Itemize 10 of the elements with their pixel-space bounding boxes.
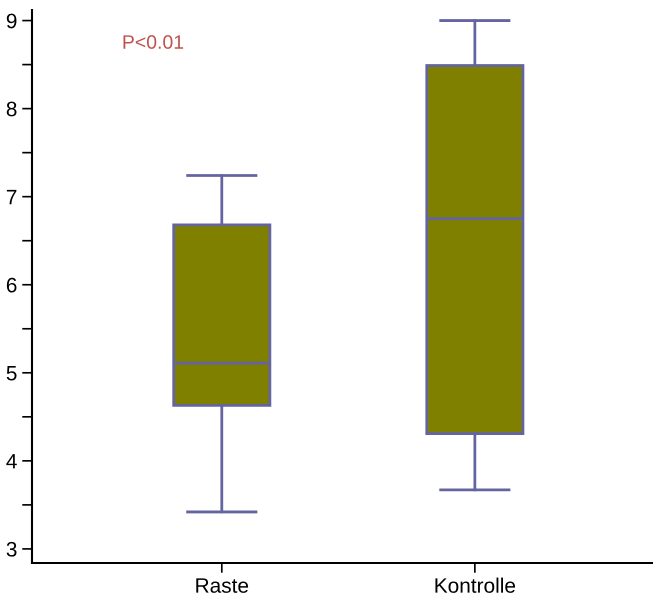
y-tick-label: 3 [6, 542, 16, 557]
y-tick-label: 6 [6, 278, 16, 292]
y-tick-label: 8 [6, 102, 17, 116]
y-tick-label: 5 [6, 366, 17, 381]
x-tick-label: Kontrolle [435, 578, 516, 593]
y-tick-label: 4 [6, 454, 17, 468]
y-tick-label: 9 [6, 14, 16, 28]
y-tick-label: 7 [6, 190, 16, 204]
x-tick-label: Raste [196, 578, 248, 593]
annotation: P<0.01 [123, 35, 184, 49]
